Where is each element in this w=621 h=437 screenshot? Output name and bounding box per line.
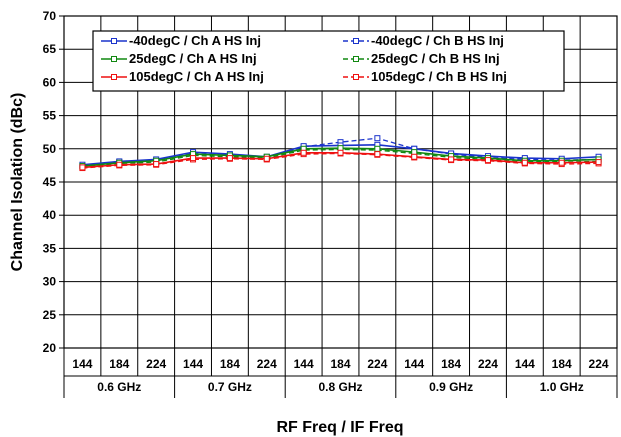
y-tick-label: 55	[43, 109, 57, 123]
data-point	[448, 156, 455, 163]
x-tick-label: 144	[183, 357, 203, 371]
legend-item: -40degC / Ch A HS Inj	[101, 33, 261, 48]
legend-label: 25degC / Ch B HS Inj	[371, 51, 500, 66]
legend-swatch-marker	[353, 56, 359, 62]
group-label: 0.7 GHz	[208, 380, 252, 394]
legend-swatch-marker	[111, 38, 117, 44]
legend: -40degC / Ch A HS Inj -40degC / Ch B HS I…	[92, 30, 565, 92]
data-point	[374, 151, 381, 158]
x-tick-label: 224	[478, 357, 498, 371]
legend-item: 25degC / Ch A HS Inj	[101, 51, 257, 66]
legend-label: 105degC / Ch B HS Inj	[371, 69, 507, 84]
x-tick-label: 224	[367, 357, 387, 371]
y-tick-label: 25	[43, 308, 57, 322]
legend-item: -40degC / Ch B HS Inj	[343, 33, 504, 48]
y-tick-label: 60	[43, 75, 57, 89]
y-tick-label: 70	[43, 9, 57, 23]
x-tick-label: 184	[330, 357, 350, 371]
x-tick-label: 184	[441, 357, 461, 371]
x-axis-title: RF Freq / IF Freq	[276, 419, 403, 436]
x-tick-label: 144	[404, 357, 424, 371]
data-point	[79, 164, 86, 171]
group-label: 1.0 GHz	[540, 380, 584, 394]
y-tick-label: 40	[43, 208, 57, 222]
group-label: 0.9 GHz	[429, 380, 473, 394]
legend-swatch-marker	[111, 56, 117, 62]
y-tick-label: 45	[43, 175, 57, 189]
group-label: 0.8 GHz	[318, 380, 362, 394]
legend-box	[92, 30, 565, 92]
data-point	[300, 149, 307, 156]
data-point	[226, 155, 233, 162]
x-tick-label: 144	[294, 357, 314, 371]
plot-frame	[63, 15, 618, 349]
x-tick-label: 184	[552, 357, 572, 371]
data-point	[595, 159, 602, 166]
x-tick-label: 184	[220, 357, 240, 371]
data-point	[153, 161, 160, 168]
x-tick-label: 224	[257, 357, 277, 371]
x-tick-label: 144	[72, 357, 92, 371]
data-point	[374, 135, 381, 142]
series-layer	[79, 135, 602, 172]
legend-label: 105degC / Ch A HS Inj	[129, 69, 264, 84]
y-axis-title: Channel Isolation (dBc)	[9, 93, 26, 272]
legend-swatch-marker	[111, 74, 117, 80]
legend-label: -40degC / Ch A HS Inj	[129, 33, 261, 48]
x-tick-label: 224	[146, 357, 166, 371]
series-5	[79, 149, 602, 171]
y-tick-label: 30	[43, 275, 57, 289]
legend-swatch-marker	[353, 38, 359, 44]
legend-item: 25degC / Ch B HS Inj	[343, 51, 500, 66]
data-point	[190, 155, 197, 162]
x-tick-label: 144	[515, 357, 535, 371]
data-point	[374, 145, 381, 152]
legend-label: -40degC / Ch B HS Inj	[371, 33, 504, 48]
data-point	[558, 159, 565, 166]
data-point	[263, 155, 270, 162]
legend-item: 105degC / Ch B HS Inj	[343, 69, 507, 84]
data-point	[411, 153, 418, 160]
x-tick-label: 224	[589, 357, 609, 371]
legend-swatch-marker	[353, 74, 359, 80]
axes: 20 25 30 35 40 45 50 55 60 65 70 144 184 224 144 184 224…	[43, 9, 618, 398]
y-tick-label: 65	[43, 42, 57, 56]
data-point	[337, 149, 344, 156]
y-tick-label: 50	[43, 142, 57, 156]
y-tick-label: 20	[43, 341, 57, 355]
y-tick-label: 35	[43, 241, 57, 255]
group-label: 0.6 GHz	[97, 380, 141, 394]
legend-label: 25degC / Ch A HS Inj	[129, 51, 257, 66]
data-point	[484, 157, 491, 164]
data-point	[116, 161, 123, 168]
data-point	[521, 159, 528, 166]
legend-item: 105degC / Ch A HS Inj	[101, 69, 264, 84]
x-tick-label: 184	[109, 357, 129, 371]
